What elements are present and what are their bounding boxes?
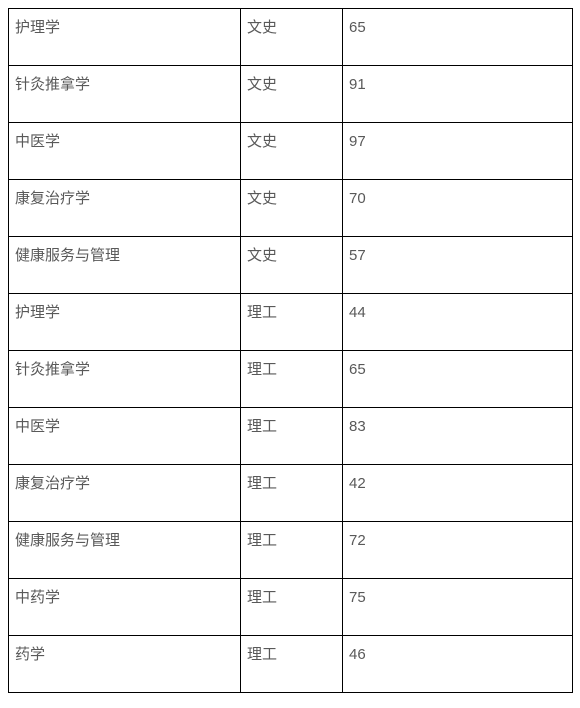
table-row: 中医学 理工 83: [9, 408, 573, 465]
cell-text: 理工: [241, 294, 342, 323]
cell-text: 75: [343, 579, 572, 608]
cell-number: 57: [343, 237, 573, 294]
cell-major: 康复治疗学: [9, 465, 241, 522]
cell-major: 药学: [9, 636, 241, 693]
table-row: 健康服务与管理 理工 72: [9, 522, 573, 579]
table-row: 针灸推拿学 理工 65: [9, 351, 573, 408]
cell-text: 97: [343, 123, 572, 152]
cell-text: 83: [343, 408, 572, 437]
cell-number: 91: [343, 66, 573, 123]
table-row: 康复治疗学 文史 70: [9, 180, 573, 237]
cell-text: 康复治疗学: [9, 465, 240, 494]
table-row: 药学 理工 46: [9, 636, 573, 693]
cell-text: 健康服务与管理: [9, 522, 240, 551]
cell-major: 健康服务与管理: [9, 237, 241, 294]
cell-text: 46: [343, 636, 572, 665]
cell-text: 针灸推拿学: [9, 351, 240, 380]
cell-number: 65: [343, 9, 573, 66]
cell-text: 理工: [241, 351, 342, 380]
cell-text: 护理学: [9, 294, 240, 323]
cell-major: 护理学: [9, 294, 241, 351]
cell-category: 理工: [241, 294, 343, 351]
cell-text: 中药学: [9, 579, 240, 608]
cell-text: 理工: [241, 465, 342, 494]
table-row: 护理学 文史 65: [9, 9, 573, 66]
table-row: 健康服务与管理 文史 57: [9, 237, 573, 294]
cell-text: 91: [343, 66, 572, 95]
cell-text: 72: [343, 522, 572, 551]
cell-major: 护理学: [9, 9, 241, 66]
cell-number: 97: [343, 123, 573, 180]
cell-major: 健康服务与管理: [9, 522, 241, 579]
table-row: 中医学 文史 97: [9, 123, 573, 180]
cell-text: 理工: [241, 408, 342, 437]
cell-number: 70: [343, 180, 573, 237]
cell-text: 文史: [241, 237, 342, 266]
cell-text: 文史: [241, 9, 342, 38]
cell-text: 针灸推拿学: [9, 66, 240, 95]
cell-text: 70: [343, 180, 572, 209]
cell-text: 44: [343, 294, 572, 323]
cell-category: 文史: [241, 237, 343, 294]
cell-major: 中医学: [9, 123, 241, 180]
cell-major: 针灸推拿学: [9, 66, 241, 123]
cell-text: 57: [343, 237, 572, 266]
cell-number: 44: [343, 294, 573, 351]
cell-number: 42: [343, 465, 573, 522]
cell-category: 理工: [241, 408, 343, 465]
cell-text: 文史: [241, 123, 342, 152]
cell-major: 康复治疗学: [9, 180, 241, 237]
cell-text: 中医学: [9, 123, 240, 152]
cell-category: 理工: [241, 465, 343, 522]
cell-number: 65: [343, 351, 573, 408]
cell-text: 理工: [241, 636, 342, 665]
cell-text: 护理学: [9, 9, 240, 38]
table-row: 针灸推拿学 文史 91: [9, 66, 573, 123]
cell-major: 针灸推拿学: [9, 351, 241, 408]
cell-text: 中医学: [9, 408, 240, 437]
cell-text: 文史: [241, 180, 342, 209]
table-row: 康复治疗学 理工 42: [9, 465, 573, 522]
cell-category: 理工: [241, 579, 343, 636]
cell-category: 文史: [241, 9, 343, 66]
cell-text: 药学: [9, 636, 240, 665]
cell-category: 理工: [241, 636, 343, 693]
cell-number: 83: [343, 408, 573, 465]
cell-text: 65: [343, 351, 572, 380]
data-table: 护理学 文史 65 针灸推拿学 文史 91 中医学 文史 97 康复治疗学 文史…: [8, 8, 573, 693]
cell-text: 文史: [241, 66, 342, 95]
cell-text: 理工: [241, 522, 342, 551]
cell-number: 46: [343, 636, 573, 693]
cell-number: 75: [343, 579, 573, 636]
cell-text: 65: [343, 9, 572, 38]
cell-category: 理工: [241, 351, 343, 408]
cell-major: 中医学: [9, 408, 241, 465]
cell-text: 理工: [241, 579, 342, 608]
cell-text: 健康服务与管理: [9, 237, 240, 266]
cell-category: 文史: [241, 180, 343, 237]
cell-category: 文史: [241, 123, 343, 180]
table-body: 护理学 文史 65 针灸推拿学 文史 91 中医学 文史 97 康复治疗学 文史…: [9, 9, 573, 693]
cell-text: 康复治疗学: [9, 180, 240, 209]
table-row: 中药学 理工 75: [9, 579, 573, 636]
data-table-container: 护理学 文史 65 针灸推拿学 文史 91 中医学 文史 97 康复治疗学 文史…: [8, 8, 572, 693]
cell-major: 中药学: [9, 579, 241, 636]
table-row: 护理学 理工 44: [9, 294, 573, 351]
cell-category: 文史: [241, 66, 343, 123]
cell-category: 理工: [241, 522, 343, 579]
cell-text: 42: [343, 465, 572, 494]
cell-number: 72: [343, 522, 573, 579]
